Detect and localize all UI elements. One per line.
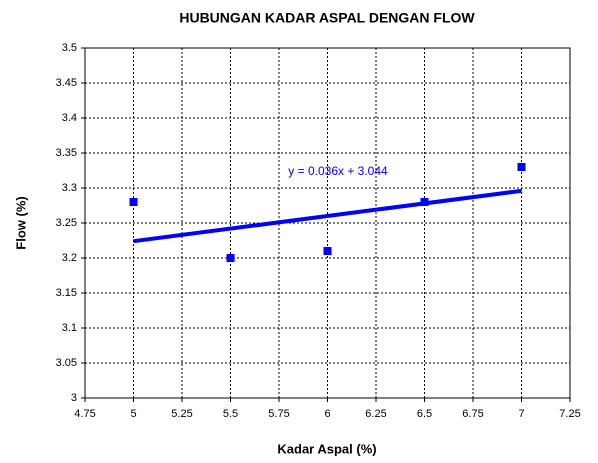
x-tick-label: 5.75 [268,408,289,420]
x-tick-label: 6 [324,408,330,420]
x-tick-label: 7 [518,408,524,420]
y-axis-title: Flow (%) [13,196,28,249]
x-tick-label: 4.75 [74,408,95,420]
x-axis-title: Kadar Aspal (%) [277,441,376,456]
x-tick-label: 5.5 [223,408,238,420]
y-tick-label: 3.35 [56,147,77,159]
chart-title: HUBUNGAN KADAR ASPAL DENGAN FLOW [179,10,475,26]
x-tick-label: 6.25 [365,408,386,420]
data-point [323,247,332,255]
trendline [133,188,522,244]
y-tick-label: 3.5 [62,42,77,54]
data-point [129,198,138,206]
data-point [420,198,429,206]
y-tick-label: 3.3 [62,182,77,194]
y-tick-label: 3.05 [56,357,77,369]
y-tick-label: 3.1 [62,322,77,334]
x-tick-label: 5 [130,408,136,420]
data-point [517,163,526,171]
y-tick-label: 3.45 [56,77,77,89]
data-point [226,254,235,262]
y-tick-label: 3.25 [56,217,77,229]
y-tick-label: 3.2 [62,252,77,264]
x-tick-label: 6.75 [462,408,483,420]
trendline-equation: y = 0.036x + 3.044 [288,164,388,178]
plot-border [84,47,571,399]
x-tick-label: 5.25 [171,408,192,420]
x-tick-label: 6.5 [417,408,432,420]
y-tick-label: 3.4 [62,112,77,124]
y-tick-label: 3 [71,392,77,404]
y-tick-label: 3.15 [56,287,77,299]
x-tick-label: 7.25 [559,408,580,420]
